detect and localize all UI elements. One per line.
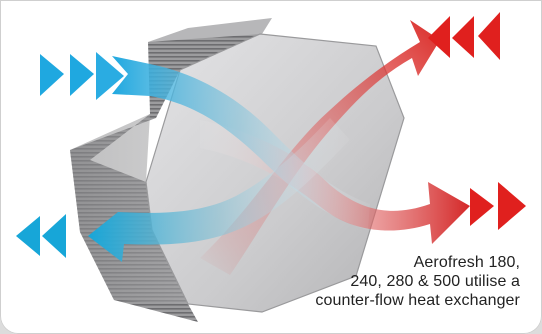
double-chevron-right-icon: [470, 182, 526, 230]
airflow-paths: [88, 20, 470, 275]
exchanger-side-shade: [70, 114, 188, 304]
exchanger-face-edge: [145, 33, 405, 313]
caption-line-3: counter-flow heat exchanger: [315, 292, 520, 309]
caption-line-1: Aerofresh 180,: [413, 254, 520, 271]
caption-line-2: 240, 280 & 500 utilise a: [350, 273, 520, 290]
double-chevron-left-icon: [428, 12, 500, 60]
cold-air-path-out: [88, 118, 350, 262]
cold-air-path-in: [112, 56, 370, 230]
caption: Aerofresh 180, 240, 280 & 500 utilise a …: [260, 253, 520, 310]
double-chevron-left-icon: [16, 214, 66, 258]
double-chevron-right-icon: [40, 52, 124, 100]
